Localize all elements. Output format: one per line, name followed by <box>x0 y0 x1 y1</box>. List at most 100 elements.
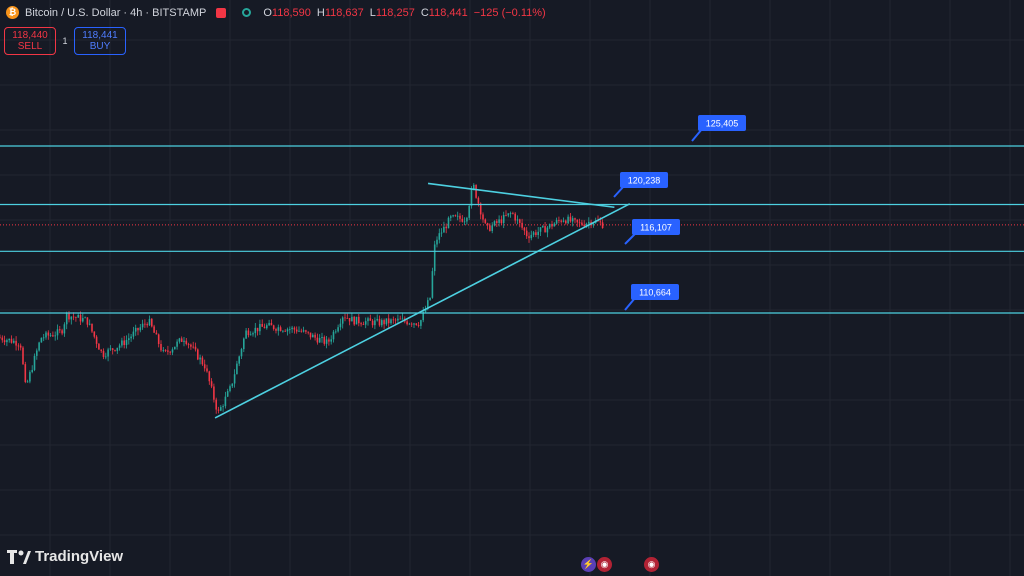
event-lightning-icon[interactable]: ⚡ <box>581 557 596 572</box>
candle-body <box>378 318 381 326</box>
candle-body <box>102 350 105 358</box>
candle-body <box>562 220 565 222</box>
candle-body <box>528 236 530 239</box>
candle-body <box>226 391 229 397</box>
candle-body <box>164 350 167 351</box>
candle-body <box>376 318 378 321</box>
candle-body <box>443 226 445 233</box>
level-label: 125,405 <box>691 115 746 142</box>
low-value: 118,257 <box>375 6 415 19</box>
candle-body <box>489 225 491 231</box>
candle-body <box>118 345 121 348</box>
candle-body <box>392 319 395 321</box>
symbol-title[interactable]: Bitcoin / U.S. Dollar · 4h · BITSTAMP <box>25 6 207 19</box>
candle-body <box>588 221 590 224</box>
candle-body <box>431 271 434 298</box>
candle-body <box>466 217 468 222</box>
sell-button[interactable]: 118,440 SELL <box>4 27 56 55</box>
candle-body <box>509 213 512 214</box>
tradingview-logo[interactable]: TradingView <box>7 548 123 565</box>
candle-body <box>210 381 213 387</box>
level-label: 116,107 <box>624 219 680 245</box>
candle-body <box>367 318 369 322</box>
candle-body <box>199 357 201 360</box>
candle-body <box>95 336 98 344</box>
candle-body <box>233 374 236 384</box>
candle-body <box>134 327 137 332</box>
trendline <box>427 182 615 209</box>
candle-body <box>362 324 365 326</box>
candle-body <box>79 314 82 322</box>
candle-body <box>275 329 277 331</box>
candle-body <box>185 340 188 344</box>
candle-body <box>397 318 399 321</box>
candle-body <box>452 215 454 217</box>
candle-body <box>266 325 268 329</box>
candle-body <box>484 219 487 224</box>
candle-body <box>141 323 144 328</box>
candle-body <box>252 333 254 335</box>
candle-body <box>507 213 510 216</box>
candle-body <box>312 334 314 338</box>
candle-body <box>109 348 112 350</box>
candle-body <box>505 214 507 216</box>
candle-body <box>565 220 567 224</box>
candle-body <box>300 330 303 332</box>
candle-body <box>194 346 197 350</box>
event-us-flag-icon[interactable]: ◉ <box>644 557 659 572</box>
candle-body <box>578 222 581 224</box>
tradingview-logo-text: TradingView <box>35 548 124 565</box>
level-label: 120,238 <box>613 172 668 198</box>
candle-body <box>93 331 96 337</box>
candle-body <box>49 335 52 337</box>
candle-body <box>335 331 337 333</box>
candle-body <box>17 345 20 347</box>
candle-body <box>581 222 583 225</box>
candle-body <box>601 222 604 229</box>
candle-body <box>167 350 169 352</box>
candle-body <box>270 322 273 326</box>
candle-body <box>371 320 374 326</box>
candle-body <box>86 317 89 325</box>
candle-body <box>383 320 385 325</box>
candle-body <box>114 349 116 351</box>
candle-body <box>470 188 473 207</box>
ohlc-values: O118,590 H118,637 L118,257 C118,441 −125… <box>263 6 546 19</box>
candle-body <box>302 330 305 332</box>
candle-body <box>289 329 291 330</box>
event-us-flag-icon[interactable]: ◉ <box>597 557 612 572</box>
candle-body <box>298 330 300 332</box>
candle-body <box>305 330 307 332</box>
candle-body <box>512 213 514 214</box>
candle-body <box>583 224 585 227</box>
candle-body <box>558 220 560 221</box>
candle-body <box>279 327 282 332</box>
candle-body <box>243 338 245 350</box>
spread-value: 1 <box>62 36 68 46</box>
candle-body <box>213 386 215 400</box>
candle-body <box>190 344 192 347</box>
buy-button[interactable]: 118,441 BUY <box>74 27 126 55</box>
candle-body <box>491 225 493 231</box>
candle-body <box>72 316 75 318</box>
candle-body <box>355 316 358 325</box>
candle-body <box>231 383 234 387</box>
candle-body <box>197 349 199 360</box>
bitcoin-icon: ₿ <box>6 6 19 19</box>
candle-body <box>321 336 323 339</box>
candle-body <box>59 329 61 331</box>
candle-body <box>351 316 353 322</box>
change-value: −125 (−0.11%) <box>473 6 546 19</box>
candle-body <box>54 335 56 337</box>
candle-body <box>413 323 415 325</box>
open-value: 118,590 <box>271 6 311 19</box>
candle-body <box>408 323 411 325</box>
candle-body <box>569 216 572 222</box>
candle-body <box>387 318 390 324</box>
candle-body <box>406 321 408 325</box>
candle-body <box>65 313 68 325</box>
candle-body <box>245 330 247 339</box>
candle-body <box>493 221 496 226</box>
